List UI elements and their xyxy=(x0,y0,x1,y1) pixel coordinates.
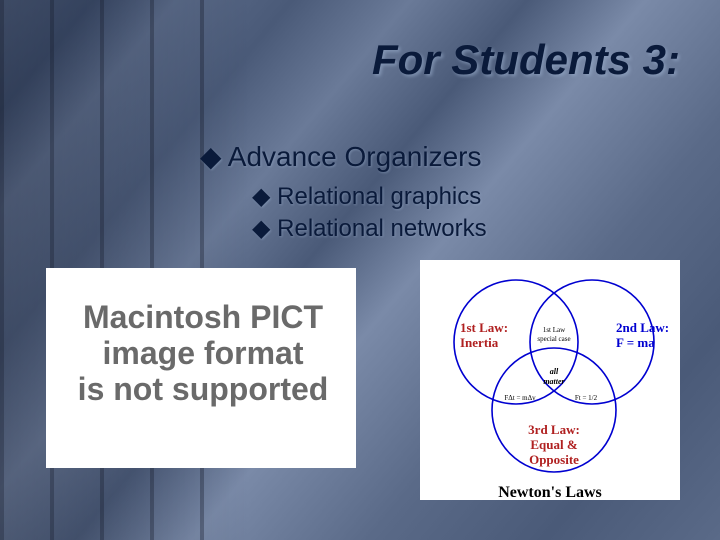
pict-line3: is not supported xyxy=(78,371,329,407)
svg-text:Inertia: Inertia xyxy=(460,335,499,350)
svg-text:Opposite: Opposite xyxy=(529,452,579,467)
svg-text:1st Law:: 1st Law: xyxy=(460,320,508,335)
svg-text:FΔt = mΔv: FΔt = mΔv xyxy=(504,394,536,402)
bullet-level2-b: ◆ Relational networks xyxy=(252,214,487,243)
bullet-level2-a-text: Relational graphics xyxy=(277,183,481,210)
bullet-level2-b-text: Relational networks xyxy=(277,215,486,242)
slide-title: For Students 3: xyxy=(372,36,680,84)
diamond-icon: ◆ xyxy=(252,215,270,242)
venn-diagram-box: 1st Law:Inertia 2nd Law:F = ma 3rd Law:Equ… xyxy=(420,260,680,500)
bullet-level1-text: Advance Organizers xyxy=(228,141,482,172)
bullet-level1: ◆ Advance Organizers xyxy=(200,140,481,173)
pict-placeholder-text: Macintosh PICT image format is not suppo… xyxy=(58,300,348,407)
venn-caption: Newton's Laws xyxy=(420,484,680,502)
svg-text:special case: special case xyxy=(537,335,570,343)
svg-text:all: all xyxy=(550,367,559,376)
pict-line2: image format xyxy=(103,335,304,371)
diamond-icon: ◆ xyxy=(200,141,222,172)
svg-text:Ft = 1/2: Ft = 1/2 xyxy=(575,394,598,402)
svg-text:F = ma: F = ma xyxy=(616,335,655,350)
svg-text:2nd Law:: 2nd Law: xyxy=(616,320,669,335)
venn-diagram-svg: 1st Law:Inertia 2nd Law:F = ma 3rd Law:Equ… xyxy=(420,260,680,490)
svg-text:Equal &: Equal & xyxy=(530,437,577,452)
pict-line1: Macintosh PICT xyxy=(83,299,323,335)
diamond-icon: ◆ xyxy=(252,183,270,210)
svg-text:matter: matter xyxy=(543,377,565,386)
svg-text:1st Law: 1st Law xyxy=(543,326,566,334)
bullet-level2-a: ◆ Relational graphics xyxy=(252,182,481,211)
svg-text:3rd Law:: 3rd Law: xyxy=(528,422,580,437)
